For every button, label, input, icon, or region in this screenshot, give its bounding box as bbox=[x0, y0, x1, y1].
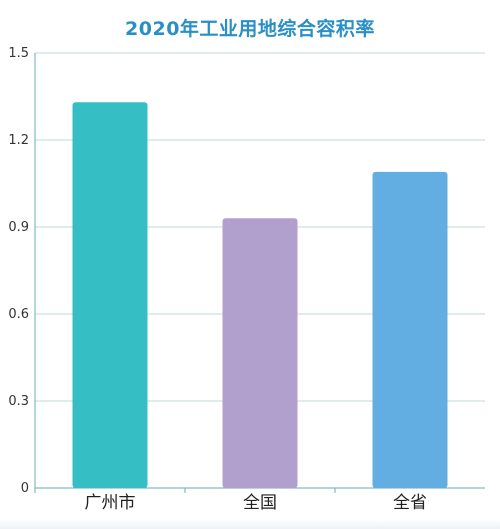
y-tick-label: 0.3 bbox=[8, 394, 29, 409]
chart-title: 2020年工业用地综合容积率 bbox=[125, 18, 375, 40]
y-tick-label: 0 bbox=[21, 481, 29, 496]
y-tick-label: 0.9 bbox=[8, 220, 29, 235]
x-category-label: 全国 bbox=[243, 493, 277, 513]
bottom-edge bbox=[0, 519, 500, 529]
x-category-label: 全省 bbox=[393, 493, 427, 513]
y-tick-label: 1.5 bbox=[8, 46, 29, 61]
x-category-label: 广州市 bbox=[85, 493, 136, 513]
bar-2[interactable] bbox=[222, 218, 298, 489]
bar-1[interactable] bbox=[72, 102, 148, 489]
y-tick-label: 1.2 bbox=[8, 133, 29, 148]
bar-3[interactable] bbox=[372, 171, 448, 488]
y-tick-label: 0.6 bbox=[8, 307, 29, 322]
